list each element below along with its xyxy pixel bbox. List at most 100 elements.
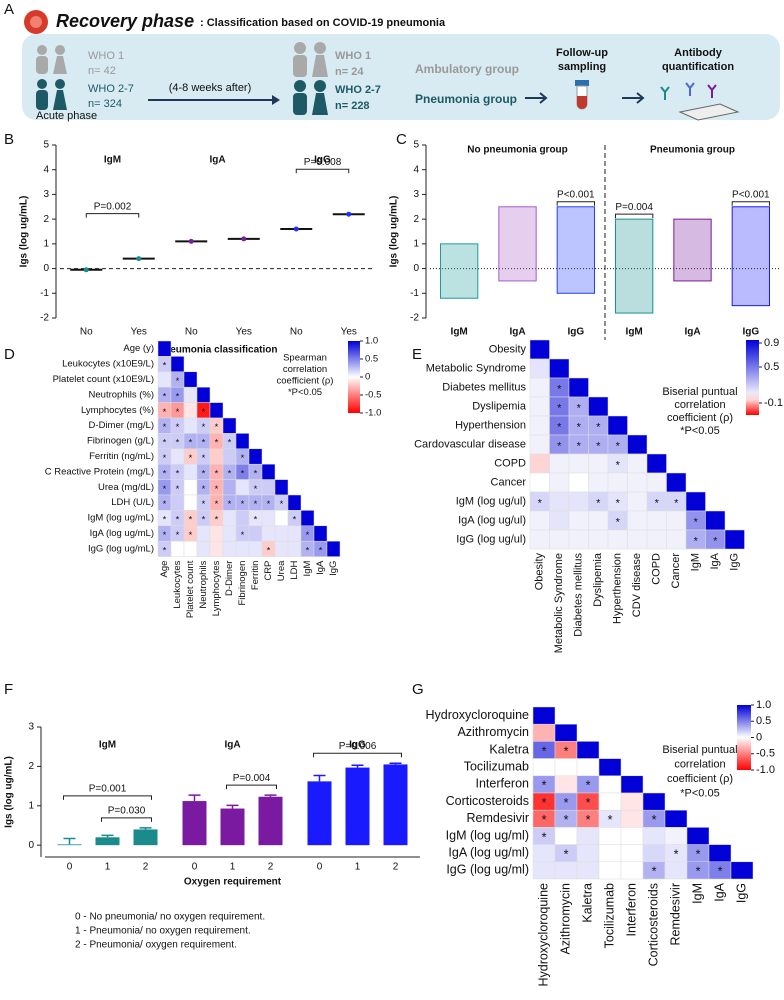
heatmap-cell — [222, 448, 237, 465]
bar — [57, 844, 82, 846]
significance-star: * — [596, 440, 601, 452]
group-title: Pneumonia group — [650, 145, 735, 156]
column-label: LDH — [289, 560, 300, 579]
heatmap-cell — [261, 510, 276, 527]
panel-label: F — [4, 681, 13, 698]
x-tick-label: No — [80, 327, 93, 338]
interval: (4-8 weeks after) — [169, 82, 252, 94]
significance-star: * — [267, 545, 271, 556]
heatmap-cell — [620, 775, 644, 794]
p-value: P=0.001 — [89, 783, 127, 794]
significance-star: * — [163, 361, 167, 372]
column-label: IgM — [690, 553, 702, 571]
colorbar-legend: *P<0.05 — [680, 787, 719, 799]
row-label: Platelet count (x10E9/L) — [53, 374, 154, 385]
heatmap-cell — [196, 540, 211, 557]
colorbar-legend: correlation — [283, 364, 327, 375]
column-label: Corticosteroids — [646, 883, 660, 966]
significance-star: * — [254, 484, 258, 495]
row-label: Obesity — [489, 343, 527, 355]
heatmap-cell — [730, 861, 754, 880]
heatmap-cell — [300, 510, 315, 527]
heatmap-cell — [183, 402, 198, 419]
heatmap-cell — [554, 775, 578, 794]
significance-star: * — [228, 468, 232, 479]
significance-star: * — [163, 545, 167, 556]
significance-star: * — [228, 438, 232, 449]
recovery-n1: n= 24 — [335, 66, 364, 78]
column-label: Interferon — [624, 883, 638, 937]
heatmap-cell — [529, 529, 550, 550]
paired-range — [673, 218, 712, 282]
heatmap-cell — [642, 827, 666, 845]
colorbar-tick-label: -0.5 — [365, 390, 381, 401]
recovery-who1: WHO 1 — [335, 50, 371, 62]
significance-star: * — [538, 497, 543, 509]
heatmap-cell — [209, 402, 224, 419]
x-tick-label: IgA — [684, 327, 700, 338]
panel-label: G — [412, 681, 424, 698]
column-label: IgM — [690, 883, 704, 904]
significance-star: * — [542, 744, 547, 758]
row-label: LDH (U/L) — [111, 497, 154, 508]
y-tick-label: 1 — [413, 238, 419, 249]
y-tick-label: 0 — [28, 840, 34, 851]
x-tick-label: IgM — [451, 327, 468, 338]
mean-marker — [136, 256, 142, 262]
error-bar — [313, 774, 326, 782]
significance-star: * — [163, 515, 167, 526]
significance-star: * — [163, 468, 167, 479]
acute-n27: n= 324 — [88, 98, 122, 110]
significance-star: * — [189, 530, 193, 541]
heatmap-cell — [222, 525, 237, 542]
p-value: P=0.006 — [339, 741, 377, 752]
significance-star: * — [564, 813, 569, 827]
panel-label: C — [396, 131, 407, 148]
significance-star: * — [542, 779, 547, 793]
heatmap-cell — [170, 356, 185, 373]
group-title: IgA — [224, 740, 240, 751]
x-tick-label: IgG — [567, 327, 584, 338]
y-axis-label: Igs (log ug/mL) — [4, 756, 15, 828]
heatmap-cell — [549, 491, 570, 512]
y-tick-label: 0 — [413, 263, 419, 274]
heatmap-cell — [196, 525, 211, 542]
significance-star: * — [557, 383, 562, 395]
y-tick-label: -2 — [410, 313, 419, 324]
heatmap-cell — [598, 844, 622, 863]
significance-star: * — [280, 499, 284, 510]
colorbar-legend: correlation — [674, 399, 725, 411]
significance-star: * — [696, 847, 701, 861]
heatmap-cell — [222, 417, 237, 434]
virus-icon — [24, 10, 48, 34]
colorbar-tick-label: 0.5 — [756, 715, 771, 727]
row-label: Neutrophils (%) — [89, 389, 154, 400]
group-title: IgM — [104, 155, 121, 166]
heatmap-cell — [666, 510, 687, 531]
significance-bracket — [63, 795, 152, 800]
heatmap-cell — [235, 433, 250, 450]
colorbar-tick-label: -0.1 — [764, 397, 783, 409]
significance-bracket — [556, 201, 595, 206]
heatmap-cell — [529, 339, 550, 360]
row-label: Kaletra — [489, 742, 529, 756]
row-label: D-Dimer (mg/L) — [89, 420, 154, 431]
heatmap-cell — [598, 758, 622, 777]
p-value: P=0.030 — [108, 805, 146, 816]
significance-star: * — [596, 421, 601, 433]
heatmap-cell — [287, 525, 302, 542]
arrow — [622, 92, 645, 104]
bar — [307, 781, 332, 846]
antibody-icons — [660, 82, 717, 100]
significance-star: * — [163, 407, 167, 418]
row-label: Age (y) — [123, 343, 154, 354]
column-label: Kaletra — [580, 883, 594, 923]
significance-star: * — [694, 535, 699, 547]
row-label: Azithromycin — [457, 725, 529, 739]
panel-label: E — [412, 346, 422, 363]
significance-star: * — [616, 440, 621, 452]
heatmap-cell — [646, 529, 667, 550]
heatmap-cell — [708, 844, 732, 863]
heatmap-cell — [529, 377, 550, 398]
significance-star: * — [267, 499, 271, 510]
